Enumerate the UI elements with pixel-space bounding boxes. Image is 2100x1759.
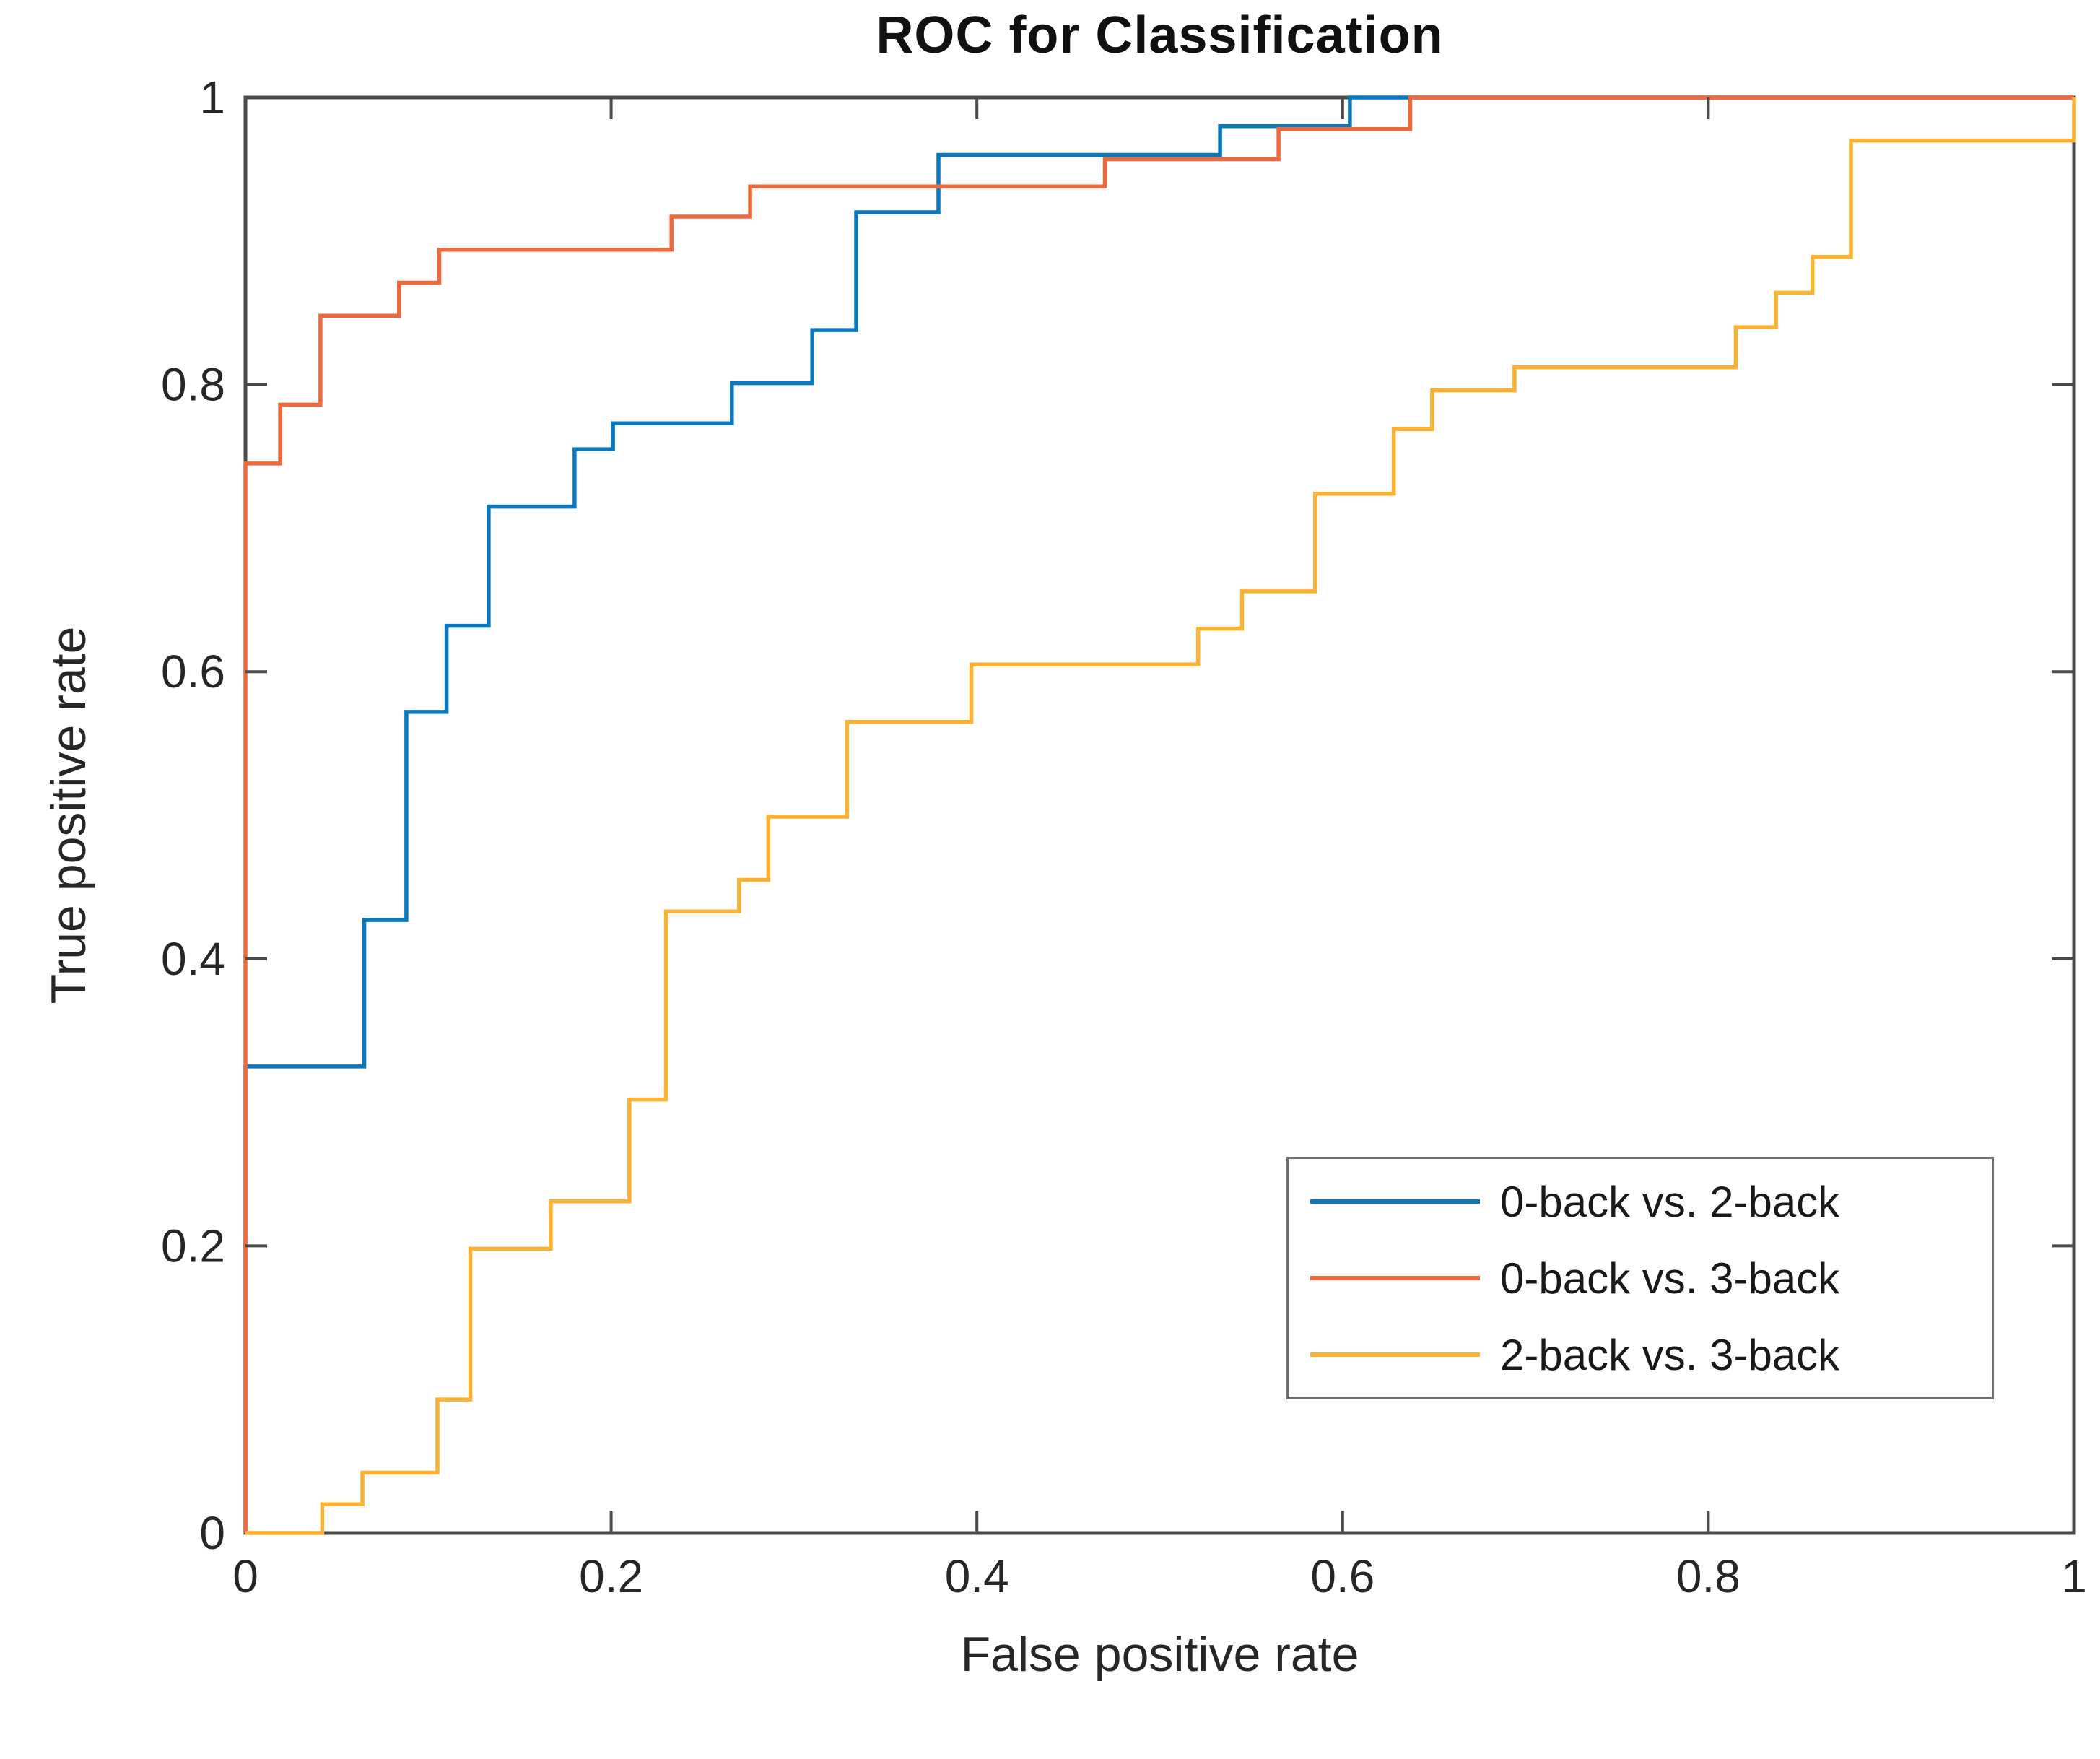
legend-label: 0-back vs. 2-back xyxy=(1500,1177,1840,1226)
x-axis-label: False positive rate xyxy=(960,1627,1359,1682)
y-tick-label: 0.6 xyxy=(161,646,225,698)
legend-item: 0-back vs. 2-back xyxy=(1289,1177,1992,1227)
legend: 0-back vs. 2-back 0-back vs. 3-back 2-ba… xyxy=(1286,1157,1994,1399)
legend-line-swatch-yellow xyxy=(1310,1352,1480,1357)
legend-line-swatch-orange xyxy=(1310,1276,1480,1280)
chart-title: ROC for Classification xyxy=(876,6,1444,64)
y-axis-label: True positive rate xyxy=(41,626,96,1004)
y-tick-label: 0 xyxy=(199,1507,225,1559)
roc-curve-2 xyxy=(243,95,2074,1533)
y-tick-label: 0.4 xyxy=(161,933,225,985)
x-tick-label: 0.6 xyxy=(1310,1550,1374,1602)
roc-curve-1 xyxy=(243,95,2074,1533)
x-tick-label: 0.4 xyxy=(945,1550,1009,1602)
y-tick-label: 0.2 xyxy=(161,1220,225,1272)
y-tick-label: 1 xyxy=(199,71,225,123)
x-tick-label: 1 xyxy=(2061,1550,2087,1602)
legend-item: 0-back vs. 3-back xyxy=(1289,1254,1992,1303)
legend-line-swatch-blue xyxy=(1310,1199,1480,1204)
roc-curve-3 xyxy=(245,97,2076,1535)
legend-label: 0-back vs. 3-back xyxy=(1500,1254,1840,1303)
x-tick-label: 0.8 xyxy=(1676,1550,1740,1602)
x-tick-label: 0 xyxy=(232,1550,258,1602)
legend-item: 2-back vs. 3-back xyxy=(1289,1330,1992,1380)
y-tick-label: 0.8 xyxy=(161,359,225,411)
x-tick-label: 0.2 xyxy=(579,1550,643,1602)
legend-label: 2-back vs. 3-back xyxy=(1500,1330,1840,1379)
